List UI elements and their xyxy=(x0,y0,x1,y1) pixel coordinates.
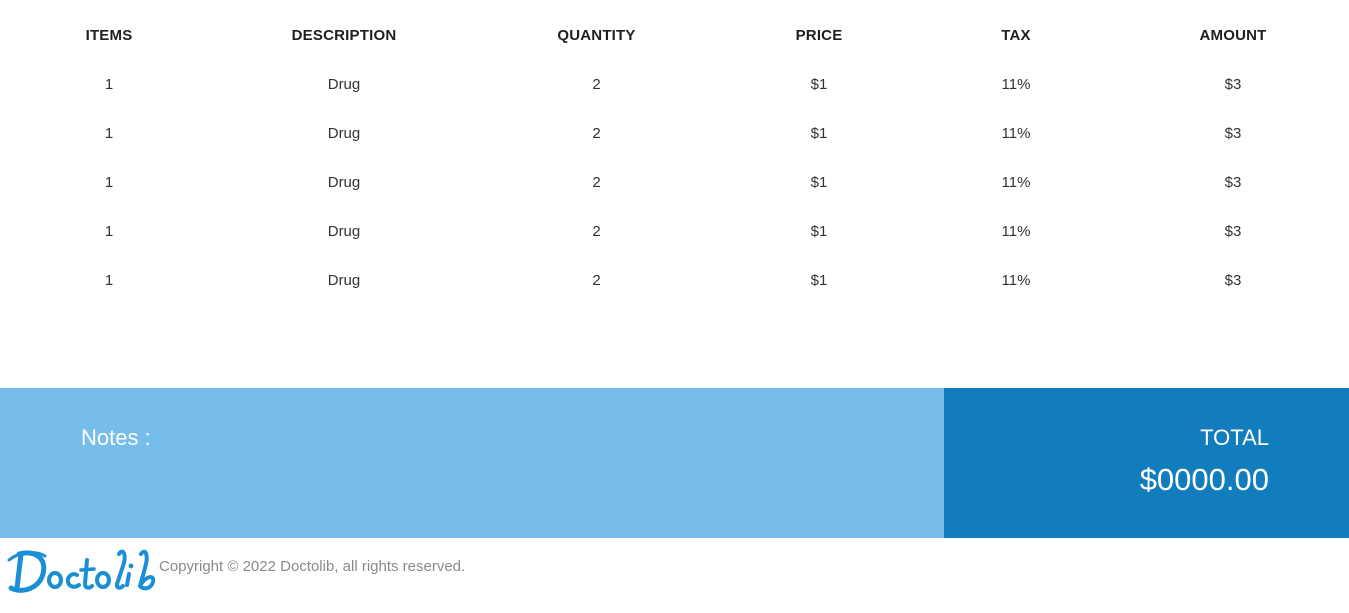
cell-items: 1 xyxy=(104,174,114,191)
cell-price: $1 xyxy=(810,272,828,289)
total-value: $0000.00 xyxy=(1139,462,1269,497)
items-table: ITEMS DESCRIPTION QUANTITY PRICE TAX AMO… xyxy=(0,10,1349,305)
header-price: PRICE xyxy=(795,26,843,44)
cell-items: 1 xyxy=(104,125,114,142)
cell-tax: 11% xyxy=(1001,76,1031,93)
cell-description: Drug xyxy=(327,76,361,93)
cell-description: Drug xyxy=(327,272,361,289)
copyright-text: Copyright © 2022 Doctolib, all rights re… xyxy=(159,558,466,575)
header-tax: TAX xyxy=(1001,26,1031,44)
header-items: ITEMS xyxy=(85,26,133,44)
cell-items: 1 xyxy=(104,76,114,93)
table-row: 1 Drug 2 $1 11% $3 xyxy=(0,60,1349,109)
table-row: 1 Drug 2 $1 11% $3 xyxy=(0,256,1349,305)
summary-band: Notes : TOTAL $0000.00 xyxy=(0,388,1349,538)
header-quantity: QUANTITY xyxy=(557,26,636,44)
cell-quantity: 2 xyxy=(592,272,601,289)
cell-quantity: 2 xyxy=(592,125,601,142)
cell-quantity: 2 xyxy=(592,174,601,191)
table-header-row: ITEMS DESCRIPTION QUANTITY PRICE TAX AMO… xyxy=(0,10,1349,60)
cell-price: $1 xyxy=(810,223,828,240)
cell-tax: 11% xyxy=(1001,125,1031,142)
header-description: DESCRIPTION xyxy=(291,26,397,44)
cell-amount: $3 xyxy=(1224,76,1242,93)
cell-tax: 11% xyxy=(1001,174,1031,191)
table-row: 1 Drug 2 $1 11% $3 xyxy=(0,109,1349,158)
cell-amount: $3 xyxy=(1224,125,1242,142)
notes-panel: Notes : xyxy=(0,388,944,538)
cell-description: Drug xyxy=(327,223,361,240)
cell-price: $1 xyxy=(810,76,828,93)
total-label: TOTAL xyxy=(1200,425,1269,450)
cell-price: $1 xyxy=(810,125,828,142)
cell-tax: 11% xyxy=(1001,223,1031,240)
cell-amount: $3 xyxy=(1224,174,1242,191)
cell-tax: 11% xyxy=(1001,272,1031,289)
footer: Copyright © 2022 Doctolib, all rights re… xyxy=(0,538,1349,613)
cell-price: $1 xyxy=(810,174,828,191)
cell-quantity: 2 xyxy=(592,223,601,240)
cell-items: 1 xyxy=(104,223,114,240)
cell-description: Drug xyxy=(327,125,361,142)
total-panel: TOTAL $0000.00 xyxy=(944,388,1349,538)
cell-items: 1 xyxy=(104,272,114,289)
table-row: 1 Drug 2 $1 11% $3 xyxy=(0,207,1349,256)
cell-quantity: 2 xyxy=(592,76,601,93)
notes-label: Notes : xyxy=(81,425,151,450)
table-row: 1 Drug 2 $1 11% $3 xyxy=(0,158,1349,207)
doctolib-logo-icon xyxy=(7,549,155,593)
header-amount: AMOUNT xyxy=(1199,26,1267,44)
cell-amount: $3 xyxy=(1224,272,1242,289)
cell-amount: $3 xyxy=(1224,223,1242,240)
cell-description: Drug xyxy=(327,174,361,191)
